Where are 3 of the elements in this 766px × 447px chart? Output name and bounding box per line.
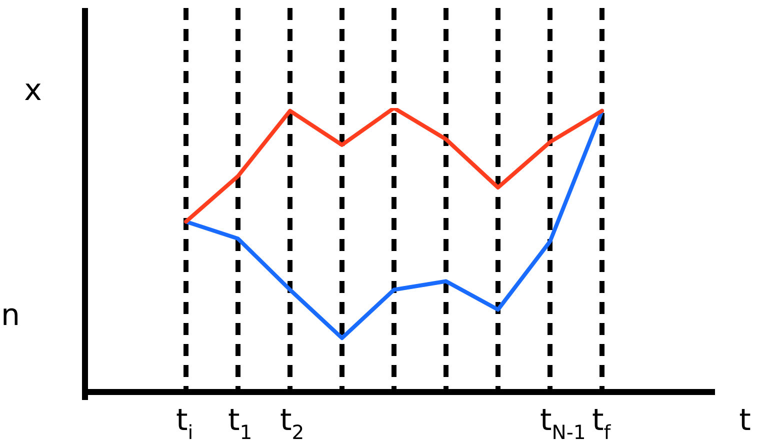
text: n — [1, 298, 20, 333]
y-axis-title: x — [24, 73, 42, 108]
x-axis-title: t — [739, 403, 752, 438]
